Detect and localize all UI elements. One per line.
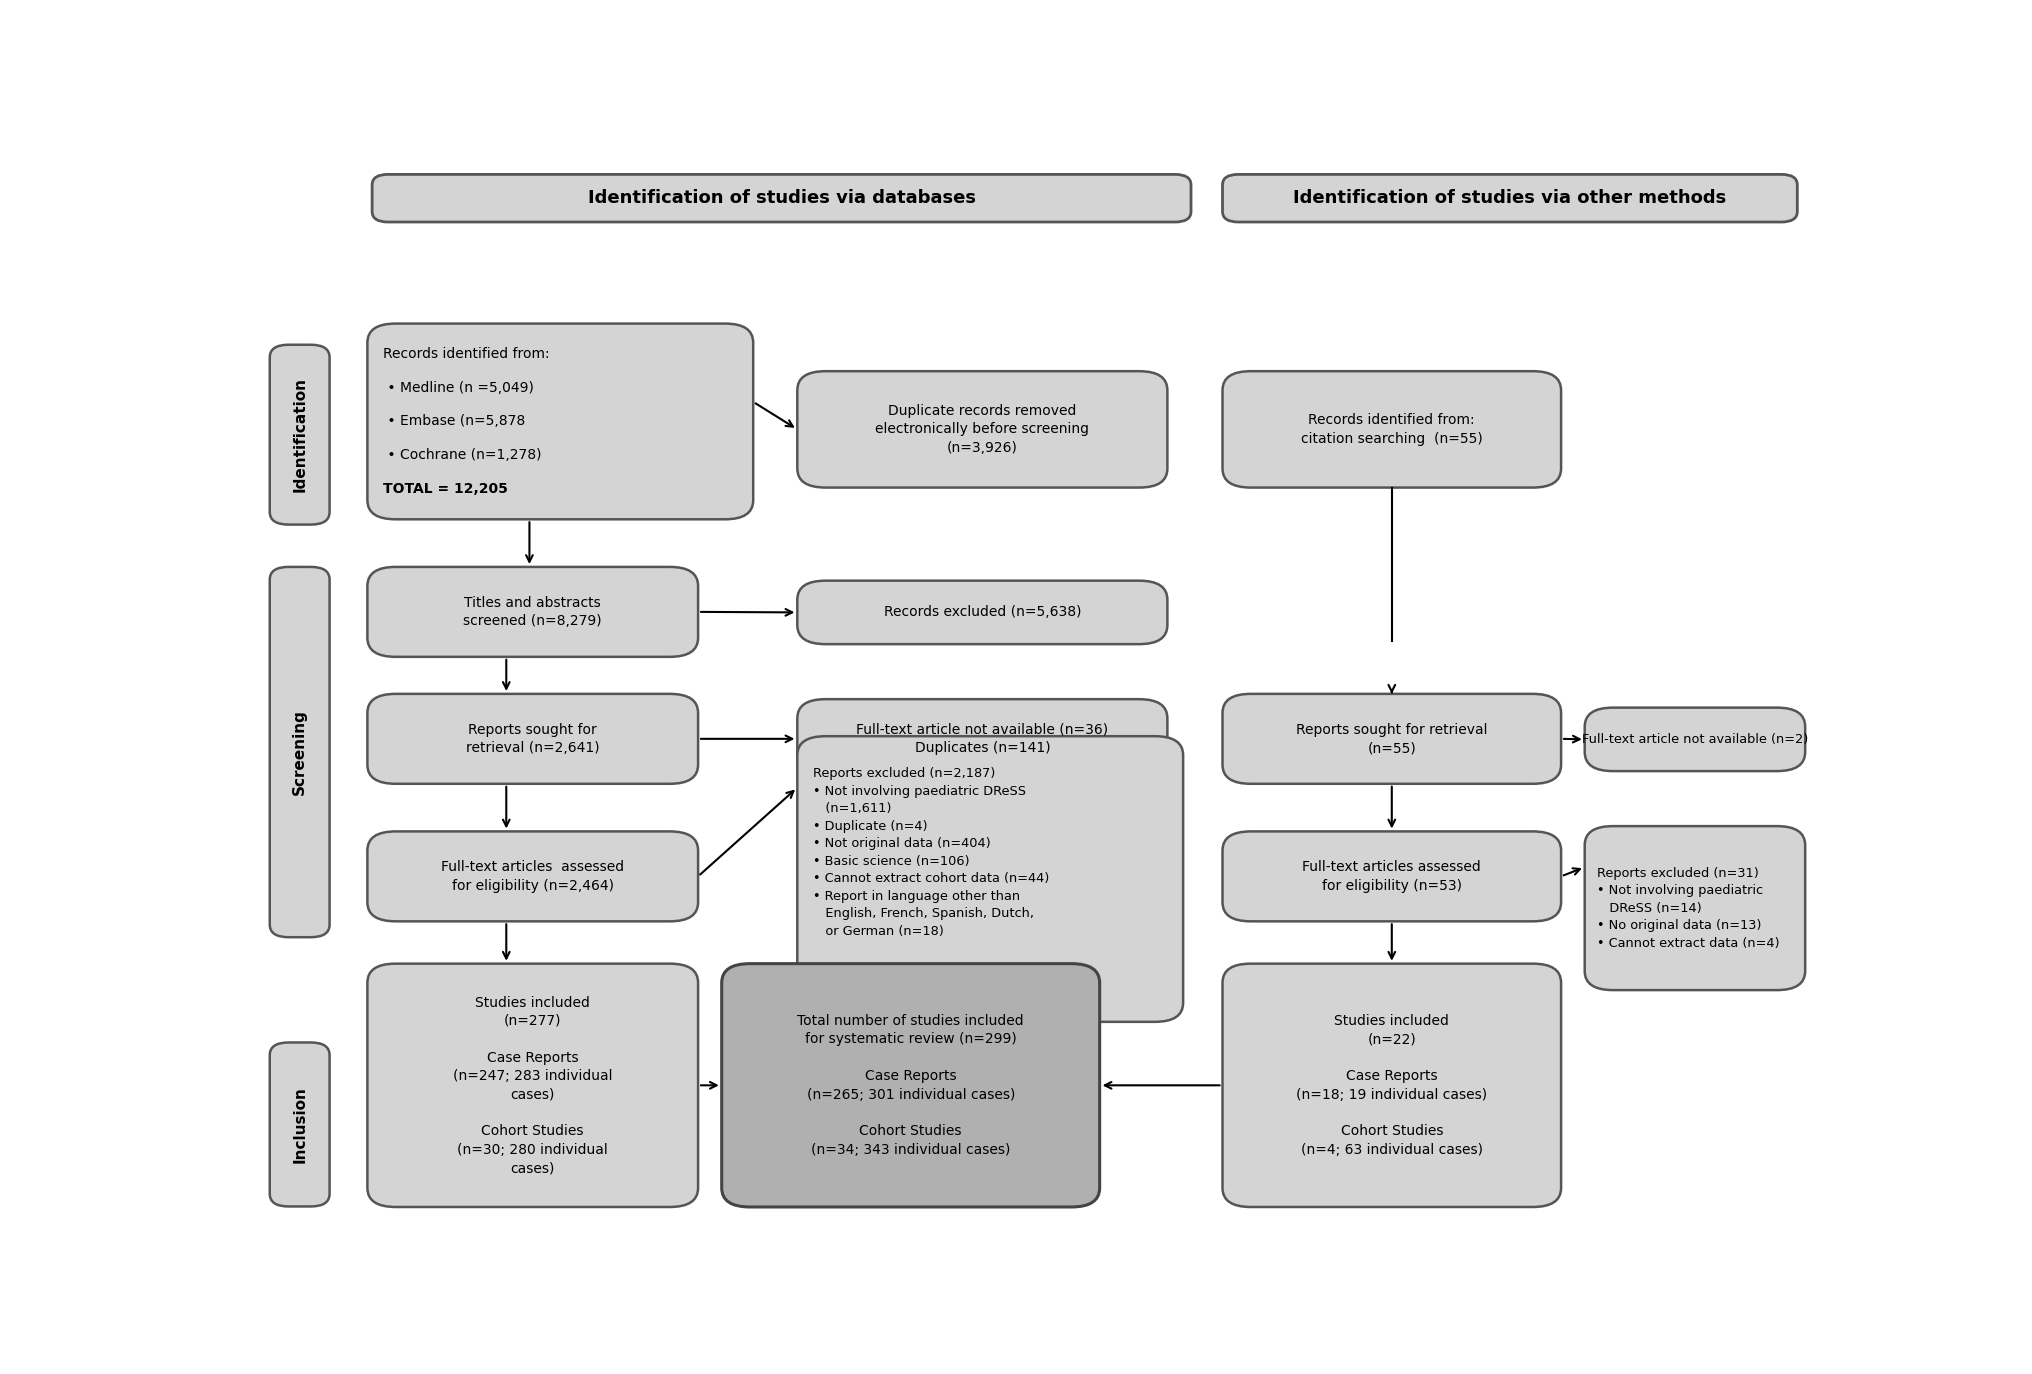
FancyBboxPatch shape <box>1585 826 1804 991</box>
Text: TOTAL = 12,205: TOTAL = 12,205 <box>384 482 508 496</box>
FancyBboxPatch shape <box>368 323 754 519</box>
Text: Duplicate records removed
electronically before screening
(n=3,926): Duplicate records removed electronically… <box>876 404 1089 455</box>
FancyBboxPatch shape <box>368 831 699 922</box>
Text: Total number of studies included
for systematic review (n=299)

Case Reports
(n=: Total number of studies included for sys… <box>797 1014 1024 1157</box>
Text: Records identified from:: Records identified from: <box>384 346 551 361</box>
FancyBboxPatch shape <box>1223 371 1561 488</box>
FancyBboxPatch shape <box>797 699 1166 779</box>
Text: Reports sought for retrieval
(n=55): Reports sought for retrieval (n=55) <box>1296 723 1487 756</box>
FancyBboxPatch shape <box>1223 963 1561 1206</box>
FancyBboxPatch shape <box>721 963 1099 1206</box>
Text: • Embase (n=5,878: • Embase (n=5,878 <box>384 415 526 429</box>
FancyBboxPatch shape <box>372 174 1191 223</box>
Text: Screening: Screening <box>293 709 307 796</box>
FancyBboxPatch shape <box>1585 708 1804 771</box>
FancyBboxPatch shape <box>270 1043 329 1206</box>
FancyBboxPatch shape <box>368 567 699 657</box>
FancyBboxPatch shape <box>1223 174 1796 223</box>
Text: Inclusion: Inclusion <box>293 1085 307 1162</box>
Text: Records excluded (n=5,638): Records excluded (n=5,638) <box>884 606 1081 620</box>
FancyBboxPatch shape <box>797 581 1166 644</box>
Text: Full-text article not available (n=2): Full-text article not available (n=2) <box>1581 732 1808 746</box>
Text: Studies included
(n=22)

Case Reports
(n=18; 19 individual cases)

Cohort Studie: Studies included (n=22) Case Reports (n=… <box>1296 1014 1487 1157</box>
Text: Full-text articles  assessed
for eligibility (n=2,464): Full-text articles assessed for eligibil… <box>441 860 624 893</box>
Text: Records identified from:
citation searching  (n=55): Records identified from: citation search… <box>1300 414 1483 445</box>
FancyBboxPatch shape <box>797 736 1183 1022</box>
Text: Full-text articles assessed
for eligibility (n=53): Full-text articles assessed for eligibil… <box>1303 860 1481 893</box>
Text: Identification of studies via other methods: Identification of studies via other meth… <box>1292 190 1727 207</box>
FancyBboxPatch shape <box>1223 831 1561 922</box>
Text: Identification: Identification <box>293 378 307 492</box>
FancyBboxPatch shape <box>368 963 699 1206</box>
FancyBboxPatch shape <box>797 371 1166 488</box>
Text: Reports excluded (n=31)
• Not involving paediatric
   DReSS (n=14)
• No original: Reports excluded (n=31) • Not involving … <box>1597 867 1780 949</box>
Text: • Cochrane (n=1,278): • Cochrane (n=1,278) <box>384 448 543 462</box>
FancyBboxPatch shape <box>270 345 329 525</box>
Text: Studies included
(n=277)

Case Reports
(n=247; 283 individual
cases)

Cohort Stu: Studies included (n=277) Case Reports (n… <box>453 996 612 1175</box>
FancyBboxPatch shape <box>270 567 329 937</box>
Text: Titles and abstracts
screened (n=8,279): Titles and abstracts screened (n=8,279) <box>463 596 601 628</box>
Text: Reports sought for
retrieval (n=2,641): Reports sought for retrieval (n=2,641) <box>465 723 599 756</box>
Text: Identification of studies via databases: Identification of studies via databases <box>587 190 975 207</box>
Text: Full-text article not available (n=36)
Duplicates (n=141): Full-text article not available (n=36) D… <box>855 723 1107 756</box>
Text: • Medline (n =5,049): • Medline (n =5,049) <box>384 381 534 394</box>
FancyBboxPatch shape <box>368 694 699 783</box>
FancyBboxPatch shape <box>1223 694 1561 783</box>
Text: Reports excluded (n=2,187)
• Not involving paediatric DReSS
   (n=1,611)
• Dupli: Reports excluded (n=2,187) • Not involvi… <box>813 767 1049 938</box>
